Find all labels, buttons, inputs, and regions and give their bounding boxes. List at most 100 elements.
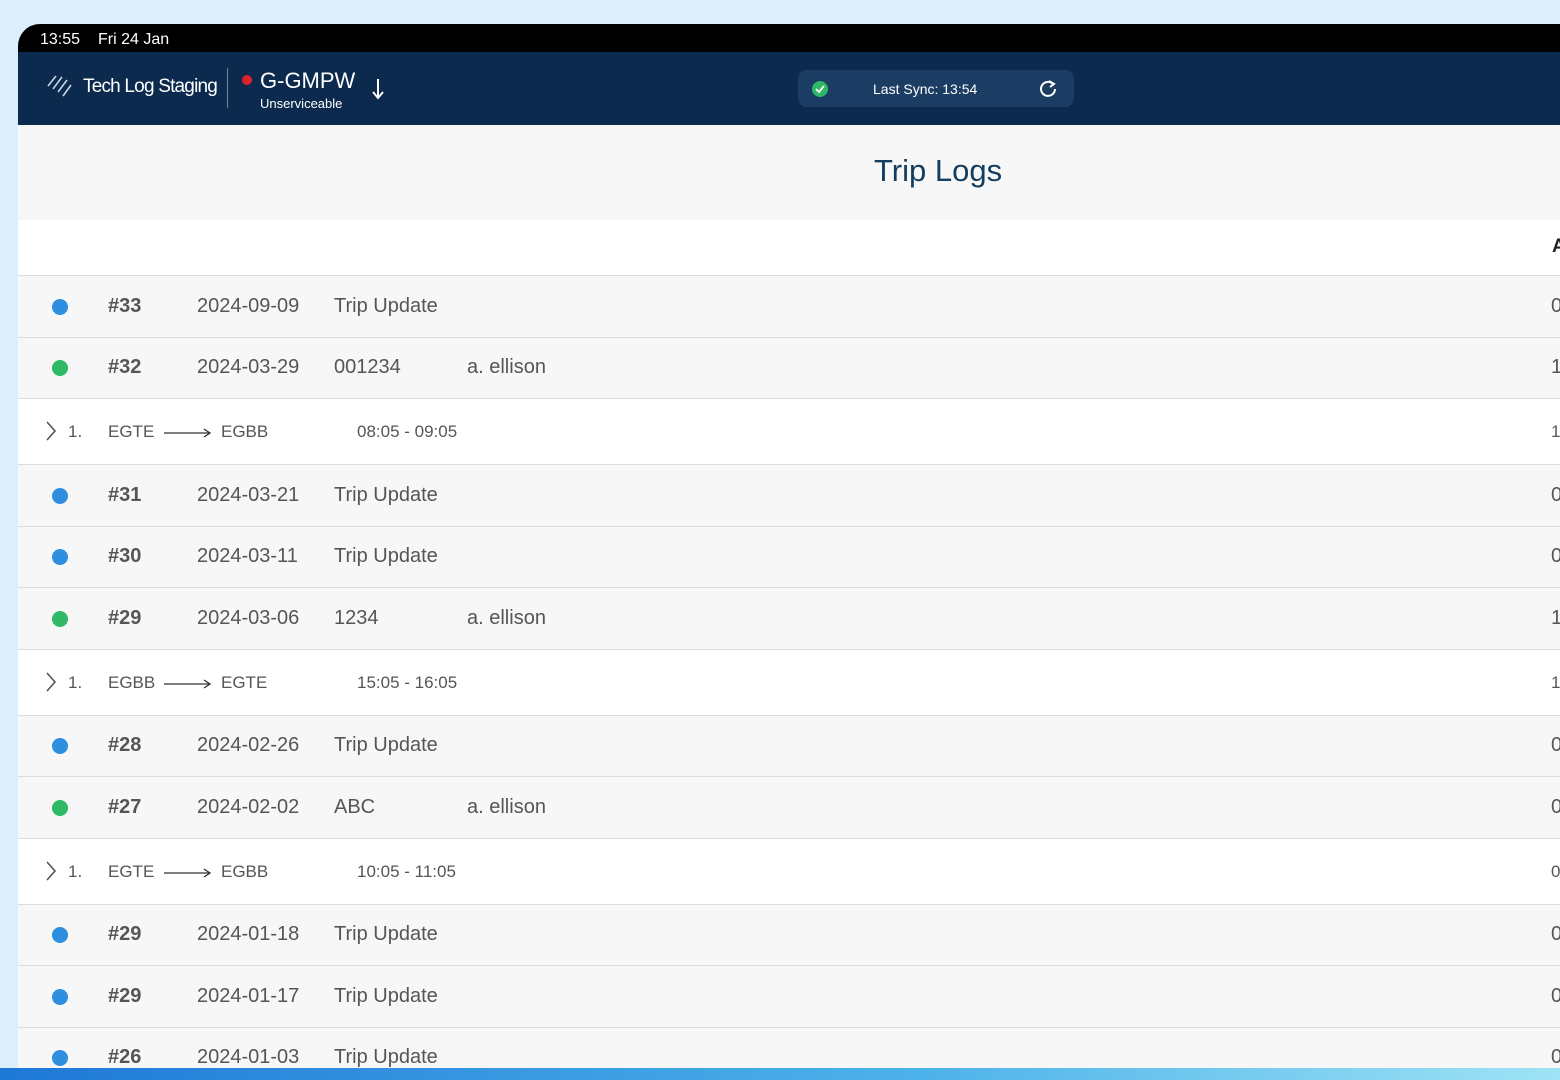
trip-date: 2024-03-21 [197,483,300,506]
edge-value: 1 [1551,356,1560,379]
trip-date: 2024-03-11 [197,545,298,568]
trip-date: 2024-02-26 [197,734,300,757]
device-frame: 13:55 Fri 24 Jan Tech Log Staging G-GMPW… [18,24,1560,1080]
status-dot [52,610,68,627]
trip-pilot: a. ellison [467,356,546,379]
chevron[interactable] [44,671,58,693]
chevron[interactable] [44,420,58,442]
trip-row[interactable]: #32 2024-03-29 001234 a. ellison 1 [18,337,1560,399]
sync-pill[interactable]: Last Sync: 13:54 [798,70,1074,107]
trip-title: 001234 [334,356,401,379]
edge-value: 0 [1551,984,1560,1007]
trip-row[interactable]: #27 2024-02-02 ABC a. ellison 0 [18,777,1560,839]
trip-number: #32 [108,356,142,379]
trip-date: 2024-03-06 [197,606,300,629]
divider [227,68,228,108]
trip-title: Trip Update [334,1046,438,1069]
sync-ok-icon [812,81,828,97]
trip-row[interactable]: #29 2024-01-18 Trip Update 0 [18,904,1560,966]
trip-title: ABC [334,795,376,818]
status-bar: 13:55 Fri 24 Jan [18,24,1560,52]
trip-title: 1234 [334,606,379,629]
leg-index: 1. [68,672,83,692]
trip-title: Trip Update [334,734,438,757]
leg-time: 15:05 - 16:05 [357,672,458,692]
trip-date: 2024-01-18 [197,923,300,946]
trip-number: #26 [108,1046,142,1069]
trip-title: Trip Update [334,545,438,568]
trip-number: #30 [108,545,142,568]
trip-date: 2024-02-02 [197,795,300,818]
edge-value: 0 [1551,861,1560,881]
down-arrow[interactable] [370,76,386,102]
leg-row[interactable]: 1. EGTE EGBB 08:05 - 09:05 1 [18,399,1560,465]
trip-pilot: a. ellison [467,606,546,629]
trip-number: #29 [108,923,142,946]
trip-title: Trip Update [334,923,438,946]
trip-date: 2024-09-09 [197,294,300,317]
aircraft-status[interactable]: Unserviceable [260,96,343,111]
edge-value: 1 [1551,422,1560,441]
leg-row[interactable]: 1. EGTE EGBB 10:05 - 11:05 0 [18,838,1560,905]
edge-value: 0 [1551,483,1560,506]
route-arrow [164,678,212,689]
leg-index: 1. [68,422,83,441]
leg-time: 10:05 - 11:05 [357,861,456,881]
edge-value: 0 [1551,294,1560,317]
edge-value: 0 [1551,795,1560,818]
status-dot [52,738,68,755]
trip-date: 2024-03-29 [197,356,300,379]
trip-date: 2024-01-03 [197,1046,300,1069]
status-dot [52,799,68,816]
bottom-bar [0,1068,1560,1080]
trip-row[interactable]: #33 2024-09-09 Trip Update 0 [18,276,1560,338]
edge-value: 0 [1551,734,1560,757]
status-dot[interactable] [242,75,252,85]
trip-title: Trip Update [334,984,438,1007]
column-header: A [18,220,1560,276]
route-arrow [164,867,212,878]
status-dot [52,1050,68,1067]
edge-value: 0 [1551,1046,1560,1069]
status-dot [52,360,68,377]
app-name: Tech Log Staging [83,76,218,97]
aircraft[interactable]: G-GMPW [260,68,356,93]
page-title: Trip Logs [874,153,1003,188]
leg-row[interactable]: 1. EGBB EGTE 15:05 - 16:05 1 [18,649,1560,716]
leg-from: EGTE [108,422,155,441]
trip-row[interactable]: #29 2024-01-17 Trip Update 0 [18,966,1560,1028]
status-dot [52,549,68,566]
sync-label: Last Sync: 13:54 [873,81,978,97]
chevron[interactable] [44,860,58,882]
trip-row[interactable]: #29 2024-03-06 1234 a. ellison 1 [18,588,1560,650]
trip-number: #29 [108,606,142,629]
status-dot [52,927,68,944]
trip-number: #31 [108,483,142,506]
edge-value: 1 [1551,606,1560,629]
status-dot [52,487,68,504]
logo [47,75,72,97]
nav-bar: Tech Log Staging G-GMPW Unserviceable La… [18,52,1560,125]
title-bar: Trip Logs [18,125,1560,221]
trip-number: #29 [108,984,142,1007]
trip-pilot: a. ellison [467,795,546,818]
refresh-icon[interactable] [1037,78,1059,100]
trip-row[interactable]: #30 2024-03-11 Trip Update 0 [18,526,1560,588]
status-time: 13:55 [40,31,81,48]
leg-to: EGBB [221,861,269,881]
edge-value: 0 [1551,923,1560,946]
leg-to: EGTE [221,672,268,692]
column-header-label: A [1552,236,1560,257]
status-date: Fri 24 Jan [98,31,170,48]
leg-from: EGBB [108,672,156,692]
edge-value: 1 [1551,672,1560,692]
trip-title: Trip Update [334,483,438,506]
trip-row[interactable]: #28 2024-02-26 Trip Update 0 [18,715,1560,777]
trip-row[interactable]: #31 2024-03-21 Trip Update 0 [18,465,1560,527]
status-dot [52,988,68,1005]
trip-title: Trip Update [334,294,438,317]
route-arrow [164,428,212,438]
trip-number: #28 [108,734,142,757]
leg-time: 08:05 - 09:05 [357,422,458,441]
